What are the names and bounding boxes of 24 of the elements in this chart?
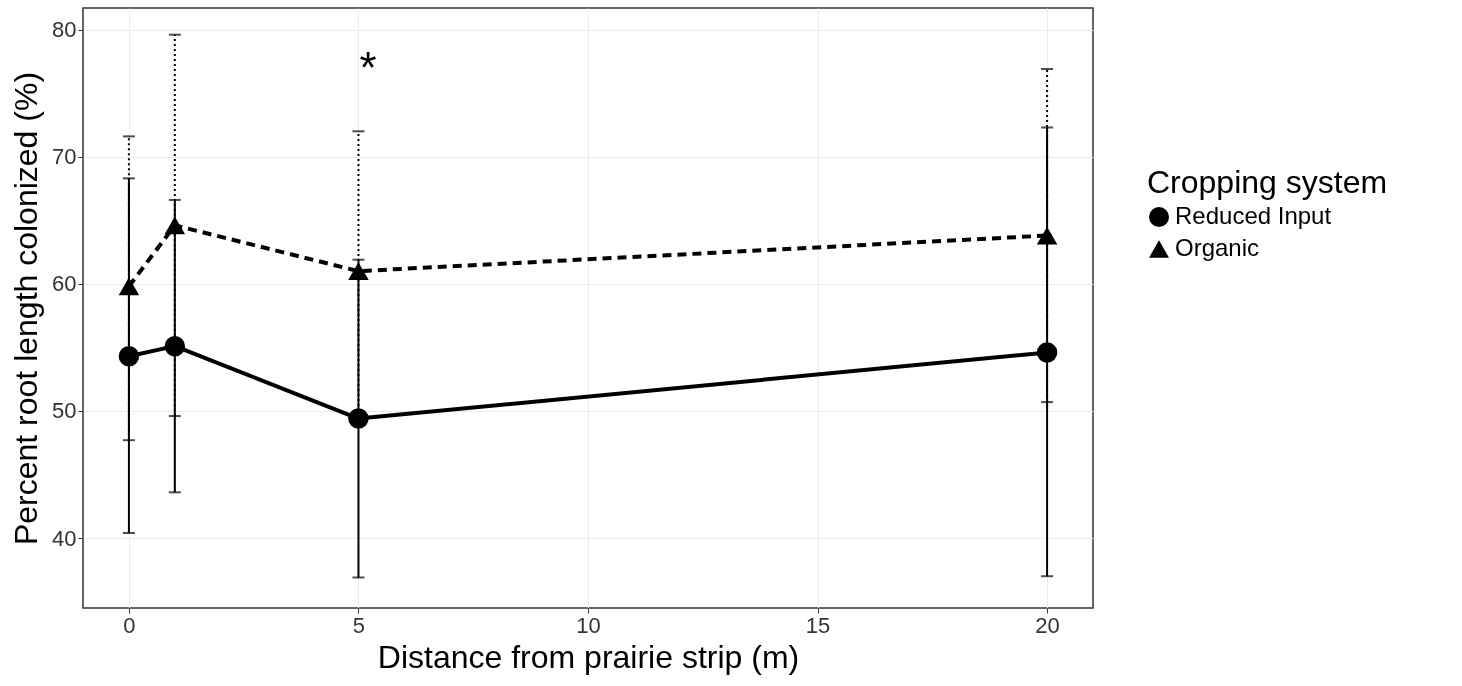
point [1036,342,1058,363]
y-tick-label: 40 [52,525,77,551]
legend-label: Reduced Input [1175,202,1332,229]
point [164,216,186,235]
legend-title: Cropping system [1147,164,1388,200]
x-tick-label: 15 [805,612,831,638]
annotation: * [359,43,377,92]
point [1036,226,1058,245]
x-tick-label: 5 [352,612,366,638]
point [164,335,186,357]
x-tick-label: 10 [576,612,601,638]
y-tick-label: 50 [52,398,77,424]
x-tick-label: 20 [1035,612,1060,638]
y-tick-label: 70 [52,144,77,170]
legend-label: Organic [1175,234,1260,261]
y-axis-title: Percent root length colonized (%) [8,71,45,546]
y-tick-label: 80 [52,17,77,43]
point [118,346,140,367]
point [118,277,140,296]
y-tick-label: 60 [52,271,77,297]
point [348,262,369,281]
x-tick-label: 0 [123,612,136,638]
point [348,408,369,429]
x-axis-title: Distance from prairie strip (m) [377,638,800,675]
